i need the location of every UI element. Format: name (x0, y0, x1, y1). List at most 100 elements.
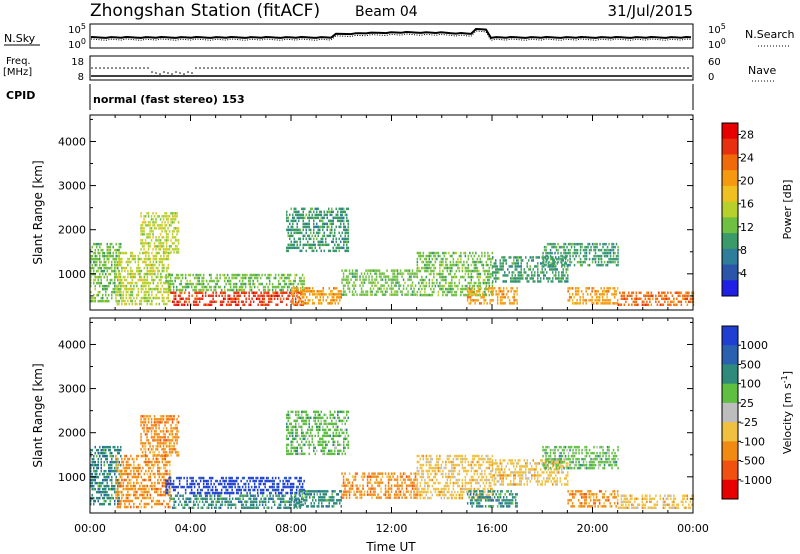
nsearch-label: N.Search (745, 28, 795, 41)
y-tick-label: 1000 (58, 268, 86, 281)
nave-point (591, 67, 593, 69)
nave-point (391, 67, 393, 69)
nave-point (639, 67, 641, 69)
nave-point (239, 67, 241, 69)
nave-point (423, 67, 425, 69)
nave-point (583, 67, 585, 69)
nave-point (219, 67, 221, 69)
y-tick-label: 4000 (58, 135, 86, 148)
nave-point (631, 67, 633, 69)
colorbar-title: Power [dB] (781, 180, 794, 240)
data-region (542, 242, 619, 267)
nave-point (127, 67, 129, 69)
x-tick-label: 04:00 (175, 522, 207, 535)
nave-point (455, 67, 457, 69)
nave-point (267, 67, 269, 69)
nave-point (355, 67, 357, 69)
nave-point (607, 67, 609, 69)
freq-strip-frame (89, 55, 694, 81)
nave-point (667, 67, 669, 69)
nave-point (559, 67, 561, 69)
nave-point (647, 67, 649, 69)
nsky-trace (90, 27, 692, 39)
nave-point (415, 67, 417, 69)
nave-point (183, 73, 185, 75)
station-title: Zhongshan Station (fitACF) (90, 1, 320, 21)
nave-point (195, 67, 197, 69)
colorbar (721, 122, 739, 297)
nave-point (675, 67, 677, 69)
nave-point (419, 67, 421, 69)
data-region (567, 287, 619, 305)
y-tick-label: 1000 (58, 471, 86, 484)
nave-point (663, 67, 665, 69)
nave-point (247, 67, 249, 69)
nave-point (231, 67, 233, 69)
nave-point (507, 67, 509, 69)
data-region (170, 494, 304, 509)
nave-point (443, 67, 445, 69)
nave-point (439, 67, 441, 69)
nave-point (539, 67, 541, 69)
data-region (286, 410, 349, 456)
nave-point (275, 67, 277, 69)
nsky-strip-frame (89, 23, 694, 49)
nave-point (95, 67, 97, 69)
colorbar-tick-label: 20 (740, 175, 754, 188)
nave-point (599, 67, 601, 69)
nave-point (435, 67, 437, 69)
data-region (542, 445, 619, 470)
nave-trace (91, 67, 689, 75)
colorbar-tick-label: 12 (740, 221, 754, 234)
nave-point (383, 67, 385, 69)
nave-point (547, 67, 549, 69)
nave-point (167, 72, 169, 74)
data-region (115, 251, 171, 306)
nave-top-tick: 60 (708, 57, 721, 68)
nave-point (479, 67, 481, 69)
x-tick-label: 16:00 (476, 522, 508, 535)
nave-point (687, 67, 689, 69)
nave-point (351, 67, 353, 69)
nave-point (367, 67, 369, 69)
nave-point (215, 67, 217, 69)
nave-point (371, 67, 373, 69)
nave-point (611, 67, 613, 69)
nave-point (411, 67, 413, 69)
nave-point (679, 67, 681, 69)
data-region (466, 287, 518, 305)
nave-point (571, 67, 573, 69)
colorbar-tick-label: 100 (740, 378, 761, 391)
nave-point (151, 71, 153, 73)
nave-point (123, 67, 125, 69)
cpid-label: CPID (6, 89, 35, 102)
nsearch-bottom-tick: 100 (708, 37, 726, 51)
nave-point (311, 67, 313, 69)
nave-point (387, 67, 389, 69)
nsky-label: N.Sky (4, 32, 36, 45)
nave-point (279, 67, 281, 69)
nave-point (499, 67, 501, 69)
nsky-bottom-tick: 100 (68, 37, 86, 51)
date-label: 31/Jul/2015 (608, 2, 693, 20)
nave-point (527, 67, 529, 69)
colorbar-tick-label: 8 (740, 244, 747, 257)
colorbar-tick-label: 25 (740, 397, 754, 410)
nave-point (487, 67, 489, 69)
nave-point (587, 67, 589, 69)
nave-point (643, 67, 645, 69)
nave-point (651, 67, 653, 69)
nave-point (223, 67, 225, 69)
nave-point (315, 67, 317, 69)
nave-point (363, 67, 365, 69)
colorbar-tick-label: -100 (740, 435, 765, 448)
nave-point (339, 67, 341, 69)
nave-point (335, 67, 337, 69)
nave-point (271, 67, 273, 69)
colorbar-tick-label: 28 (740, 129, 754, 142)
y-axis-title: Slant Range [km] (31, 160, 45, 264)
nave-point (575, 67, 577, 69)
nave-point (243, 67, 245, 69)
data-region (140, 212, 180, 254)
